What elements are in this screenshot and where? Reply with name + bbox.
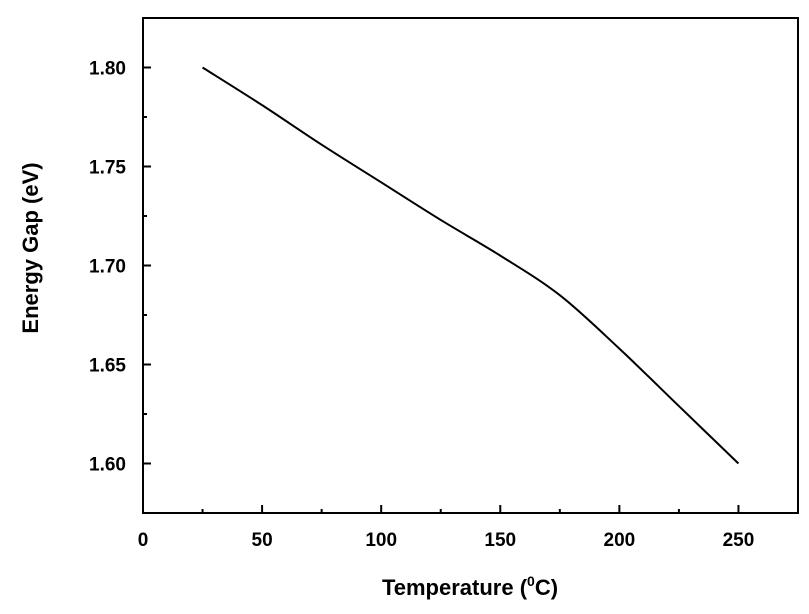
x-axis-title: Temperature (0C) [382, 573, 558, 600]
y-tick-label: 1.60 [89, 455, 126, 476]
x-axis-tick-labels: 0 50 100 150 200 250 [138, 530, 755, 551]
x-axis-title-superscript: 0 [527, 573, 535, 589]
x-tick-label: 200 [604, 530, 636, 551]
series-line [202, 66, 740, 465]
y-tick-label: 1.75 [89, 158, 126, 179]
x-axis-ticks [142, 505, 740, 513]
x-tick-label: 150 [484, 530, 516, 551]
x-tick-label: 50 [252, 530, 273, 551]
y-tick-label: 1.65 [89, 356, 126, 377]
x-axis-title-main: Temperature ( [382, 575, 528, 600]
y-axis-ticks [143, 66, 151, 514]
x-axis-title-suffix: C) [535, 575, 558, 600]
y-tick-label: 1.80 [89, 59, 126, 80]
y-tick-label: 1.70 [89, 257, 126, 278]
y-axis-title: Energy Gap (eV) [18, 162, 43, 333]
x-tick-label: 250 [723, 530, 755, 551]
x-tick-label: 0 [138, 530, 149, 551]
y-axis-tick-labels: 1.60 1.65 1.70 1.75 1.80 [89, 59, 126, 476]
x-tick-label: 100 [365, 530, 397, 551]
